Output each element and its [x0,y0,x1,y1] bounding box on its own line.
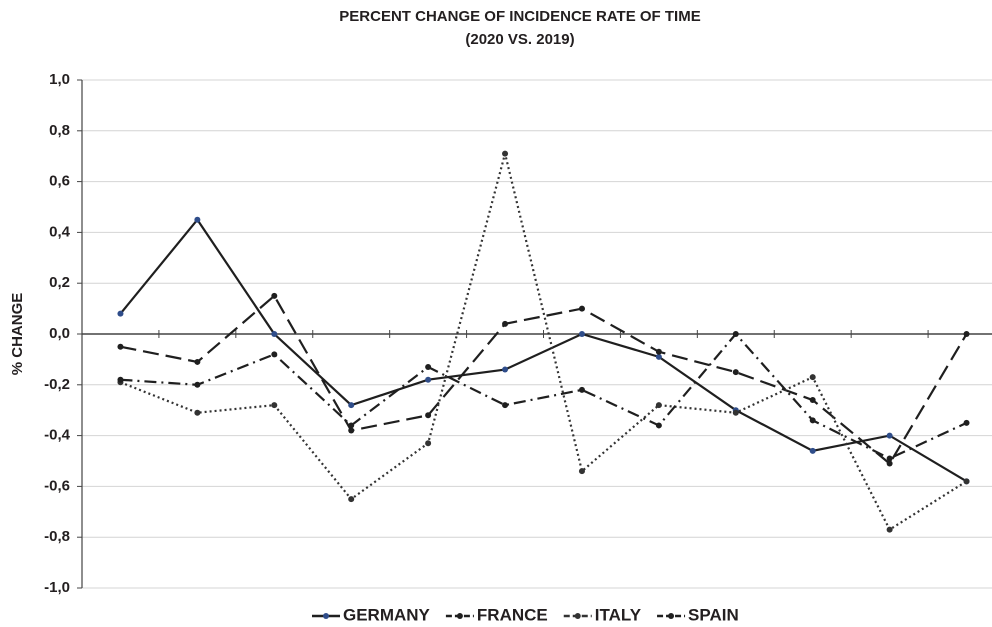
data-point [732,331,739,337]
data-point [194,381,201,388]
y-tick-label: 0,6 [49,173,70,190]
data-point [502,320,509,327]
data-point [271,402,278,409]
legend: GERMANY FRANCE ITALY SPAIN [312,605,739,624]
data-point [655,402,662,409]
legend-marker [668,613,675,619]
data-point [502,150,509,157]
data-point [809,447,816,454]
data-point [963,331,970,337]
data-point [655,353,662,360]
data-point [194,216,201,223]
data-point [578,386,585,393]
data-point [886,455,893,462]
data-point [886,432,893,439]
data-point [502,366,509,373]
series-line [120,153,968,532]
y-tick-label: 0,2 [49,274,70,291]
data-point [578,468,585,475]
data-point [348,496,355,503]
y-tick-label: -0,4 [44,427,71,444]
data-point [886,526,893,533]
data-point [271,331,278,337]
legend-label: FRANCE [477,605,548,624]
data-point [578,331,585,337]
data-point [425,364,432,371]
data-point [194,409,201,416]
y-tick-label: -0,8 [44,528,70,545]
data-point [425,376,432,383]
legend-label: ITALY [595,605,642,624]
y-tick-label: -1,0 [44,579,70,596]
data-point [348,402,355,409]
data-point [963,478,970,485]
data-point [117,310,124,317]
legend-marker [456,613,463,619]
data-point [578,305,585,312]
data-point [963,419,970,426]
legend-marker [323,613,329,619]
data-point [425,440,432,447]
chart-subtitle: (2020 VS. 2019) [465,31,574,48]
chart-title: PERCENT CHANGE OF INCIDENCE RATE OF TIME [339,8,700,25]
data-point [117,343,124,350]
legend-label: GERMANY [343,605,431,624]
data-point [655,422,662,429]
data-point [194,358,201,365]
data-point [502,402,509,409]
data-point [348,422,355,429]
data-point [271,351,278,358]
series-line [120,332,968,460]
y-tick-label: -0,6 [44,477,70,494]
legend-label: SPAIN [688,605,739,624]
y-tick-label: 0,8 [49,122,70,139]
legend-marker [574,613,581,619]
data-point [809,417,816,424]
data-point [117,376,124,383]
y-tick-label: 0,0 [49,325,70,342]
data-point [425,412,432,419]
y-tick-label: -0,2 [44,376,70,393]
data-point [655,348,662,355]
data-point [886,460,893,467]
data-point [271,292,278,299]
series-line [119,217,968,483]
data-point [348,427,355,434]
data-point [809,397,816,404]
y-tick-label: 0,4 [49,223,71,240]
series-line [120,294,968,466]
y-tick-label: 1,0 [49,71,70,88]
data-point [809,374,816,381]
data-point [732,369,739,376]
y-axis-label: % CHANGE [9,293,26,376]
data-point [732,409,739,416]
